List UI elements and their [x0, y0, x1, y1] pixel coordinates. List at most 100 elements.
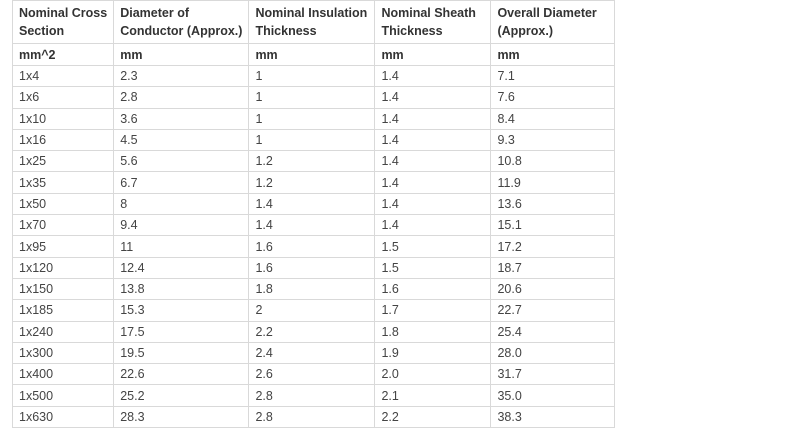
table-cell: 1.4 — [248, 214, 376, 237]
table-cell: 9.3 — [490, 128, 616, 152]
table-cell: 1x50 — [11, 192, 115, 216]
table-row: 1x70 9.4 1.4 1.4 15.1 — [11, 214, 616, 237]
table-cell: 11 — [113, 235, 250, 258]
table-cell: 1x25 — [11, 150, 115, 173]
table-cell: 2.8 — [248, 405, 376, 429]
table-cell: 8 — [113, 192, 250, 216]
table-cell: 2.6 — [248, 363, 376, 386]
header-insulation-thickness: Nominal Insulation Thickness — [248, 0, 376, 44]
table-cell: 1.4 — [374, 214, 492, 237]
table-cell: 1x500 — [11, 384, 115, 407]
table-cell: 11.9 — [490, 171, 616, 194]
table-cell: 2 — [248, 299, 376, 322]
table-cell: 7.6 — [490, 86, 616, 109]
table-row: 1x10 3.6 1 1.4 8.4 — [11, 107, 616, 130]
table-cell: 22.7 — [490, 299, 616, 322]
header-cross-section: Nominal Cross Section — [11, 0, 115, 44]
table-row: 1x400 22.6 2.6 2.0 31.7 — [11, 363, 616, 386]
table-cell: 2.4 — [248, 341, 376, 365]
table-row: 1x50 8 1.4 1.4 13.6 — [11, 192, 616, 216]
table-cell: 28.0 — [490, 341, 616, 365]
unit-cell: mm^2 — [11, 43, 115, 66]
table-cell: 1.2 — [248, 171, 376, 194]
table-cell: 1.7 — [374, 299, 492, 322]
table-cell: 1x120 — [11, 256, 115, 279]
table-cell: 4.5 — [113, 128, 250, 152]
unit-cell: mm — [248, 43, 376, 66]
table-cell: 1x4 — [11, 64, 115, 88]
unit-cell: mm — [490, 43, 616, 66]
table-cell: 38.3 — [490, 405, 616, 429]
table-cell: 1.4 — [374, 64, 492, 88]
table-cell: 22.6 — [113, 363, 250, 386]
table-cell: 13.6 — [490, 192, 616, 216]
table-cell: 1x70 — [11, 214, 115, 237]
table-cell: 17.5 — [113, 320, 250, 343]
table-cell: 1x150 — [11, 277, 115, 301]
table-row: 1x185 15.3 2 1.7 22.7 — [11, 299, 616, 322]
table-cell: 1.4 — [374, 171, 492, 194]
table-cell: 1x95 — [11, 235, 115, 258]
table-cell: 8.4 — [490, 107, 616, 130]
table-cell: 1x185 — [11, 299, 115, 322]
table-cell: 3.6 — [113, 107, 250, 130]
table-cell: 2.8 — [113, 86, 250, 109]
header-row: Nominal Cross Section Diameter of Conducto… — [11, 0, 616, 44]
header-conductor-diameter: Diameter of Conductor (Approx.) — [113, 0, 250, 44]
table-cell: 1.4 — [374, 107, 492, 130]
table-cell: 1.8 — [248, 277, 376, 301]
header-sheath-thickness: Nominal Sheath Thickness — [374, 0, 492, 44]
table-cell: 1.6 — [248, 256, 376, 279]
table-cell: 1x10 — [11, 107, 115, 130]
table-cell: 1 — [248, 86, 376, 109]
table-cell: 10.8 — [490, 150, 616, 173]
table-cell: 1.5 — [374, 256, 492, 279]
table-row: 1x150 13.8 1.8 1.6 20.6 — [11, 277, 616, 301]
table-cell: 6.7 — [113, 171, 250, 194]
table-cell: 28.3 — [113, 405, 250, 429]
table-cell: 1.5 — [374, 235, 492, 258]
table-cell: 2.0 — [374, 363, 492, 386]
table-cell: 1.4 — [374, 192, 492, 216]
table-cell: 35.0 — [490, 384, 616, 407]
table-cell: 1.2 — [248, 150, 376, 173]
table-cell: 2.1 — [374, 384, 492, 407]
table-row: 1x35 6.7 1.2 1.4 11.9 — [11, 171, 616, 194]
table-cell: 25.2 — [113, 384, 250, 407]
unit-cell: mm — [374, 43, 492, 66]
unit-cell: mm — [113, 43, 250, 66]
table-row: 1x16 4.5 1 1.4 9.3 — [11, 128, 616, 152]
table-row: 1x240 17.5 2.2 1.8 25.4 — [11, 320, 616, 343]
table-cell: 15.1 — [490, 214, 616, 237]
table-cell: 1 — [248, 107, 376, 130]
table-cell: 1x300 — [11, 341, 115, 365]
table-cell: 1 — [248, 128, 376, 152]
table-row: 1x500 25.2 2.8 2.1 35.0 — [11, 384, 616, 407]
table-cell: 1x16 — [11, 128, 115, 152]
table-cell: 1.6 — [248, 235, 376, 258]
table-cell: 2.8 — [248, 384, 376, 407]
table-cell: 13.8 — [113, 277, 250, 301]
table-cell: 7.1 — [490, 64, 616, 88]
table-cell: 15.3 — [113, 299, 250, 322]
table-cell: 1.6 — [374, 277, 492, 301]
table-container: Nominal Cross Section Diameter of Conducto… — [11, 0, 616, 429]
table-cell: 1.9 — [374, 341, 492, 365]
table-cell: 1 — [248, 64, 376, 88]
table-cell: 2.2 — [248, 320, 376, 343]
table-row: 1x120 12.4 1.6 1.5 18.7 — [11, 256, 616, 279]
table-row: 1x95 11 1.6 1.5 17.2 — [11, 235, 616, 258]
table-row: 1x4 2.3 1 1.4 7.1 — [11, 64, 616, 88]
table-cell: 1.4 — [374, 128, 492, 152]
table-row: 1x630 28.3 2.8 2.2 38.3 — [11, 405, 616, 429]
table-cell: 1.8 — [374, 320, 492, 343]
table-cell: 1x6 — [11, 86, 115, 109]
table-cell: 1.4 — [248, 192, 376, 216]
table-cell: 17.2 — [490, 235, 616, 258]
table-cell: 5.6 — [113, 150, 250, 173]
table-cell: 12.4 — [113, 256, 250, 279]
header-overall-diameter: Overall Diameter (Approx.) — [490, 0, 616, 44]
table-row: 1x6 2.8 1 1.4 7.6 — [11, 86, 616, 109]
table-cell: 9.4 — [113, 214, 250, 237]
unit-row: mm^2 mm mm mm mm — [11, 43, 616, 66]
